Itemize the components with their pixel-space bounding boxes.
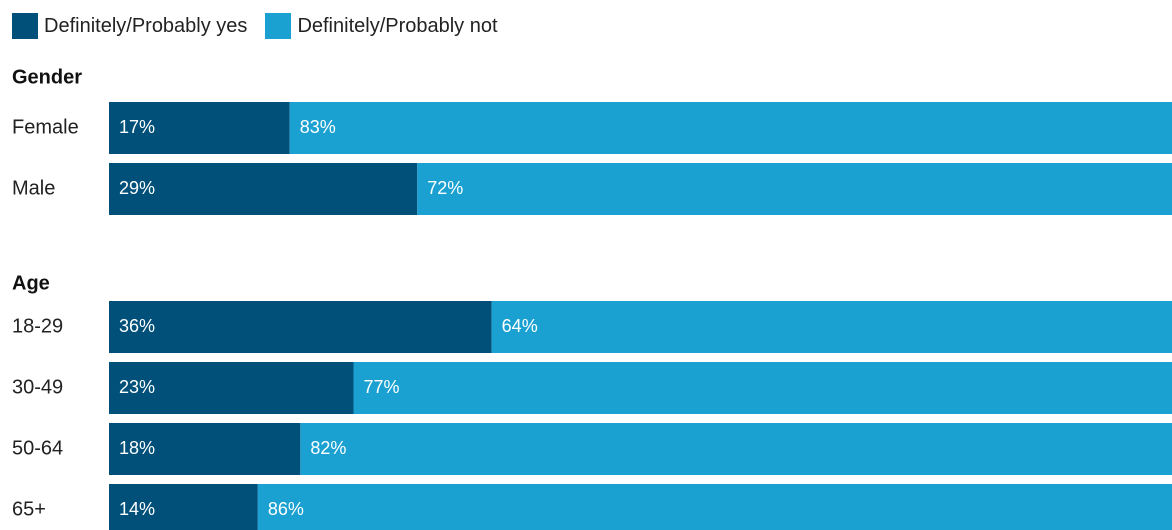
category-label-18-29: 18-29 bbox=[12, 315, 63, 337]
group-title-age: Age bbox=[12, 272, 50, 294]
bar-30-49-no bbox=[353, 362, 1172, 414]
data-label-18-29-yes: 36% bbox=[119, 316, 155, 336]
bar-female-no bbox=[289, 102, 1172, 154]
legend-swatch-no bbox=[265, 13, 292, 39]
category-label-female: Female bbox=[12, 116, 79, 138]
bar-65--yes bbox=[109, 484, 258, 530]
bar-male-yes bbox=[109, 163, 418, 215]
bar-male-no bbox=[417, 163, 1172, 215]
data-label-30-49-no: 77% bbox=[363, 377, 399, 397]
bar-female-yes bbox=[109, 102, 290, 154]
data-label-female-no: 83% bbox=[300, 117, 336, 137]
bar-18-29-no bbox=[491, 301, 1172, 353]
legend-item-yes: Definitely/Probably yes bbox=[12, 13, 247, 39]
category-label-30-49: 30-49 bbox=[12, 376, 63, 398]
bar-50-64-no bbox=[300, 423, 1172, 475]
bar-50-64-yes bbox=[109, 423, 301, 475]
chart-legend: Definitely/Probably yes Definitely/Proba… bbox=[12, 12, 516, 40]
data-label-female-yes: 17% bbox=[119, 117, 155, 137]
bar-18-29-yes bbox=[109, 301, 492, 353]
data-label-18-29-no: 64% bbox=[502, 316, 538, 336]
data-label-65--no: 86% bbox=[268, 499, 304, 519]
data-label-50-64-no: 82% bbox=[310, 438, 346, 458]
bar-65--no bbox=[257, 484, 1172, 530]
data-label-50-64-yes: 18% bbox=[119, 438, 155, 458]
legend-label-yes: Definitely/Probably yes bbox=[44, 14, 248, 37]
data-label-30-49-yes: 23% bbox=[119, 377, 155, 397]
legend-label-no: Definitely/Probably not bbox=[297, 14, 498, 37]
group-title-gender: Gender bbox=[12, 66, 82, 88]
category-label-65-: 65+ bbox=[12, 498, 46, 520]
data-label-male-no: 72% bbox=[427, 178, 463, 198]
category-label-50-64: 50-64 bbox=[12, 437, 63, 459]
data-label-65--yes: 14% bbox=[119, 499, 155, 519]
bar-30-49-yes bbox=[109, 362, 354, 414]
category-label-male: Male bbox=[12, 177, 55, 199]
data-label-male-yes: 29% bbox=[119, 178, 155, 198]
legend-swatch-yes bbox=[12, 13, 38, 39]
legend-item-no: Definitely/Probably not bbox=[265, 13, 498, 39]
